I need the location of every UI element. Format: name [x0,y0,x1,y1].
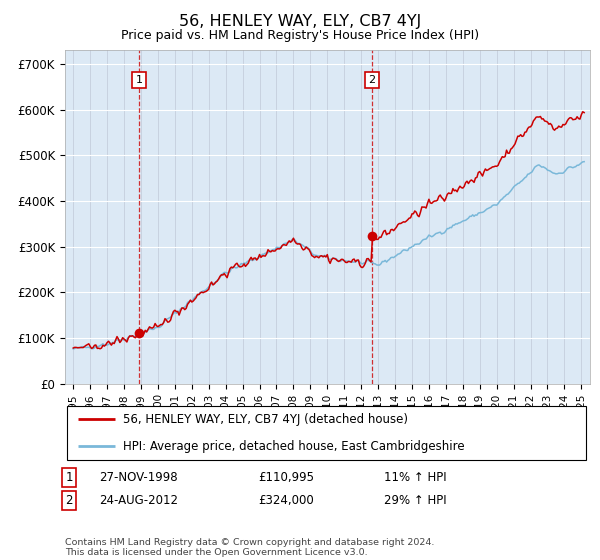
Text: HPI: Average price, detached house, East Cambridgeshire: HPI: Average price, detached house, East… [122,440,464,452]
Text: Price paid vs. HM Land Registry's House Price Index (HPI): Price paid vs. HM Land Registry's House … [121,29,479,42]
Text: £324,000: £324,000 [258,493,314,507]
Text: 2: 2 [65,493,73,507]
Text: 27-NOV-1998: 27-NOV-1998 [99,471,178,484]
Text: 1: 1 [65,471,73,484]
Text: Contains HM Land Registry data © Crown copyright and database right 2024.
This d: Contains HM Land Registry data © Crown c… [65,538,434,557]
Text: 29% ↑ HPI: 29% ↑ HPI [384,493,446,507]
Text: 11% ↑ HPI: 11% ↑ HPI [384,471,446,484]
Text: 2: 2 [368,75,376,85]
FancyBboxPatch shape [67,405,586,460]
Text: 24-AUG-2012: 24-AUG-2012 [99,493,178,507]
Text: 56, HENLEY WAY, ELY, CB7 4YJ (detached house): 56, HENLEY WAY, ELY, CB7 4YJ (detached h… [122,413,407,426]
Text: 56, HENLEY WAY, ELY, CB7 4YJ: 56, HENLEY WAY, ELY, CB7 4YJ [179,14,421,29]
Text: 1: 1 [136,75,143,85]
Text: £110,995: £110,995 [258,471,314,484]
